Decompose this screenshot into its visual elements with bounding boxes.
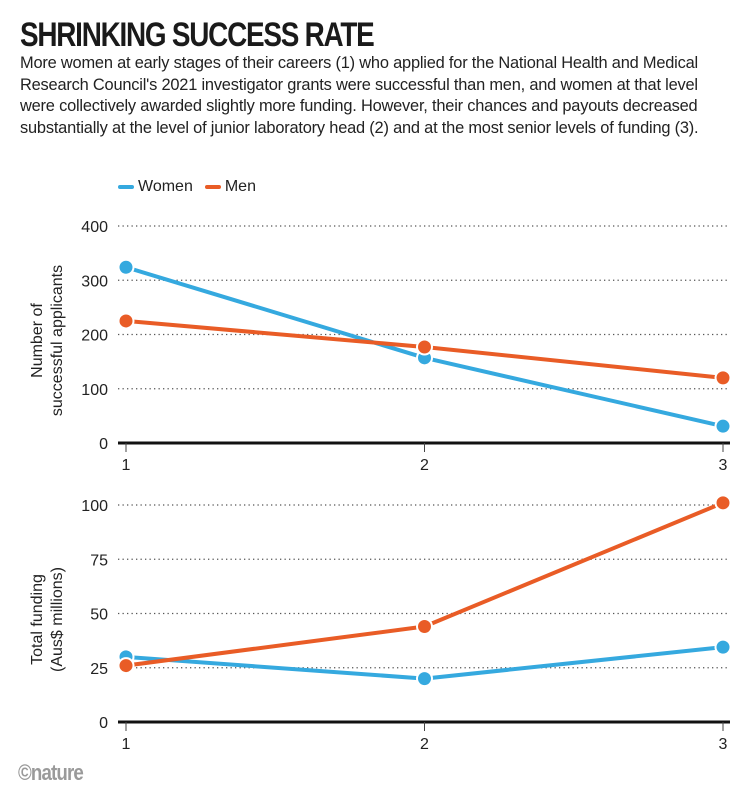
- panel-total-funding: 0 25 50 75 100 1 2 3 Total funding (Aus$ millions…: [29, 494, 732, 753]
- data-point-women: [117, 258, 135, 276]
- data-point-women: [714, 417, 732, 435]
- data-point-men: [714, 369, 732, 387]
- x-tick-label: 3: [719, 457, 728, 474]
- y-tick-label: 25: [90, 661, 108, 678]
- y-axis-label: Total funding: [29, 574, 46, 665]
- chart-subtitle: More women at early stages of their care…: [20, 54, 699, 137]
- series-line-men: [125, 500, 724, 668]
- x-tick-label: 2: [420, 457, 429, 474]
- y-tick-label: 75: [90, 552, 108, 569]
- legend: Women Men: [118, 178, 268, 196]
- y-tick-label: 50: [90, 607, 108, 624]
- series-line-women: [125, 645, 724, 681]
- data-point-women: [117, 648, 135, 666]
- x-tick-label: 1: [122, 736, 131, 753]
- nature-credit: ©nature: [18, 760, 84, 785]
- data-point-men: [416, 618, 433, 636]
- chart-title: SHRINKING SUCCESS RATE: [20, 16, 375, 54]
- x-tick-label: 1: [122, 457, 131, 474]
- data-point-men: [117, 657, 135, 675]
- y-tick-label: 400: [81, 219, 108, 236]
- data-point-women: [416, 349, 433, 367]
- data-point-women: [416, 670, 433, 688]
- data-point-men: [416, 338, 433, 356]
- legend-swatch-men: [204, 185, 221, 189]
- data-point-women: [714, 638, 732, 656]
- y-tick-label: 100: [81, 382, 108, 399]
- y-axis-label: Number of: [29, 303, 46, 378]
- panel-successful-applicants: 0 100 200 300 400 1 2 3 Number of successful appl…: [29, 219, 732, 474]
- y-tick-label: 200: [81, 328, 108, 345]
- x-tick-label: 3: [719, 736, 728, 753]
- legend-swatch-women: [118, 185, 134, 189]
- x-tick-label: 2: [420, 736, 429, 753]
- y-axis-label: (Aus$ millions): [49, 567, 66, 672]
- y-tick-label: 0: [99, 715, 108, 732]
- y-tick-label: 100: [81, 498, 108, 515]
- legend-label-women: Women: [138, 178, 193, 195]
- series-line-men: [125, 318, 724, 380]
- data-point-men: [117, 312, 135, 330]
- data-point-men: [714, 494, 732, 512]
- legend-label-men: Men: [224, 178, 256, 195]
- y-tick-label: 300: [81, 273, 108, 290]
- series-line-women: [125, 265, 724, 429]
- y-tick-label: 0: [99, 436, 108, 453]
- y-axis-label: successful applicants: [49, 265, 66, 416]
- legend-item-women: Women: [118, 178, 193, 196]
- legend-item-men: Men: [204, 178, 256, 196]
